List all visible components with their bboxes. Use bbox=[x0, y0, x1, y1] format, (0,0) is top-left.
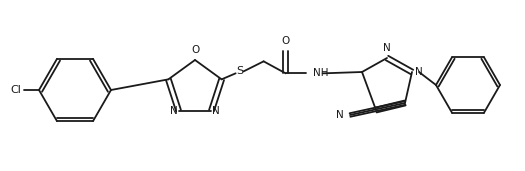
Text: O: O bbox=[281, 36, 290, 46]
Text: N: N bbox=[383, 43, 391, 53]
Text: NH: NH bbox=[312, 68, 328, 78]
Text: S: S bbox=[236, 66, 243, 76]
Text: Cl: Cl bbox=[10, 85, 22, 95]
Text: N: N bbox=[415, 67, 423, 77]
Text: N: N bbox=[170, 106, 177, 116]
Text: N: N bbox=[213, 106, 220, 116]
Text: N: N bbox=[336, 110, 344, 120]
Text: O: O bbox=[191, 45, 199, 55]
